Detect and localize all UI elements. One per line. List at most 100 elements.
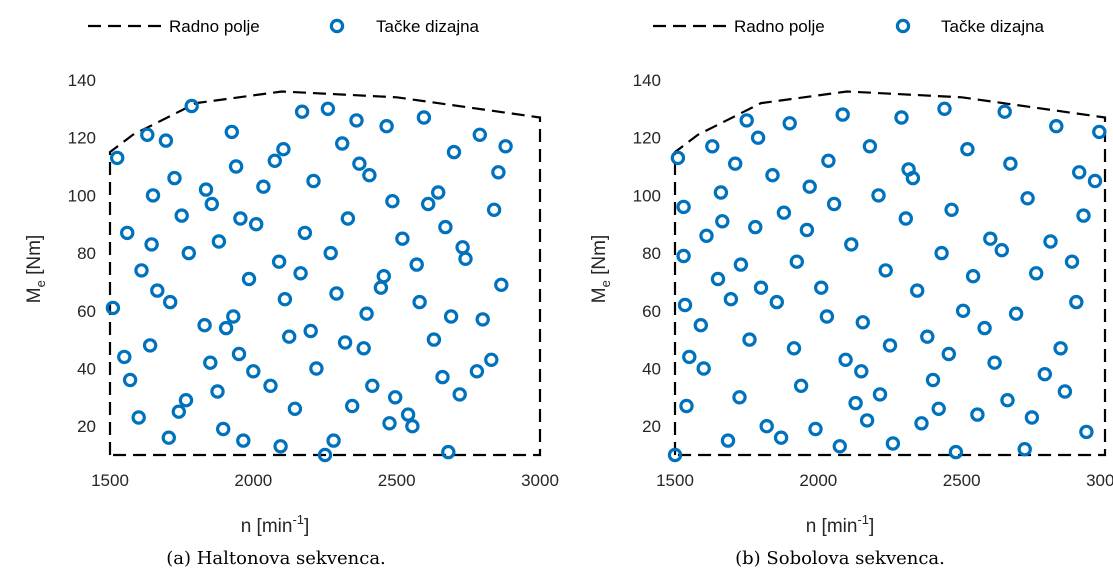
design-point <box>144 237 159 252</box>
design-point <box>720 433 736 448</box>
design-point <box>326 433 341 448</box>
design-point <box>329 286 344 301</box>
design-point <box>323 245 338 261</box>
design-point <box>914 416 929 431</box>
design-point <box>898 211 914 226</box>
design-point <box>320 101 336 117</box>
y-tick-label: 120 <box>68 129 96 148</box>
design-point <box>814 280 829 295</box>
design-point <box>1069 294 1084 310</box>
design-point <box>742 332 757 347</box>
design-point <box>409 257 424 272</box>
design-point <box>1043 234 1058 249</box>
design-point <box>131 410 146 425</box>
design-point <box>983 231 998 246</box>
design-point <box>859 413 875 428</box>
design-point <box>256 179 271 194</box>
design-point <box>158 133 174 148</box>
design-point <box>215 421 231 437</box>
design-point <box>948 444 964 460</box>
chart-panel-a: 20 40 60 80 100 120 140 1500 2000 2500 3000 Me [N… <box>24 71 559 569</box>
design-point <box>122 372 138 388</box>
design-point <box>732 390 747 405</box>
design-point <box>228 159 244 174</box>
design-point <box>400 407 416 422</box>
design-point <box>789 254 805 269</box>
design-point <box>204 196 219 212</box>
design-point <box>1037 367 1053 382</box>
design-point <box>167 170 182 186</box>
design-point <box>452 387 467 402</box>
y-tick-label: 140 <box>633 71 661 90</box>
design-point <box>1087 173 1103 189</box>
design-point <box>365 378 380 393</box>
design-point <box>277 292 293 307</box>
design-point <box>224 124 239 140</box>
design-point <box>412 294 427 310</box>
design-point <box>782 116 797 131</box>
design-point <box>356 341 371 356</box>
working-field-boundary <box>673 90 1107 457</box>
design-point <box>676 199 691 215</box>
y-axis-label: Me [Nm] <box>589 235 613 303</box>
design-point <box>682 349 697 365</box>
design-point <box>395 231 410 246</box>
design-point <box>905 170 921 186</box>
design-point <box>484 352 499 367</box>
x-tick-label: 1500 <box>91 471 129 490</box>
design-point <box>848 395 863 411</box>
design-point <box>821 153 836 168</box>
design-point <box>335 136 350 151</box>
design-point <box>750 130 766 145</box>
design-point <box>871 188 886 203</box>
x-tick-labels: 1500 2000 2500 3000 <box>656 471 1113 490</box>
design-point <box>670 150 686 166</box>
design-point <box>303 323 318 339</box>
design-point <box>872 387 888 402</box>
design-point <box>352 156 367 171</box>
x-tick-label: 2500 <box>378 471 416 490</box>
design-point <box>385 193 400 209</box>
design-point <box>728 156 743 171</box>
design-point <box>1079 424 1094 440</box>
design-point <box>134 263 149 278</box>
design-point <box>309 361 324 376</box>
design-point <box>1092 124 1107 140</box>
design-point <box>282 329 297 344</box>
design-point <box>715 214 730 229</box>
design-point <box>105 300 121 316</box>
caption: (b) Sobolova sekvenca. <box>735 548 945 569</box>
design-point <box>276 141 291 157</box>
design-point <box>469 364 485 379</box>
design-point <box>475 312 490 327</box>
design-point <box>181 245 196 261</box>
design-point <box>759 419 774 434</box>
design-point <box>1024 410 1040 425</box>
design-point <box>773 430 789 445</box>
design-point <box>337 335 353 350</box>
design-point <box>498 139 513 154</box>
y-tick-label: 100 <box>68 186 96 205</box>
design-point <box>441 444 456 460</box>
design-point <box>1049 118 1064 134</box>
x-tick-labels: 1500 2000 2500 3000 <box>91 471 559 490</box>
design-point <box>359 306 374 321</box>
design-point <box>1020 191 1035 206</box>
x-tick-label: 3000 <box>1086 471 1113 490</box>
design-point <box>455 240 470 255</box>
design-point <box>241 271 257 287</box>
design-point <box>1008 306 1024 321</box>
design-point <box>226 309 241 324</box>
design-point <box>431 185 446 200</box>
design-point <box>802 179 817 194</box>
y-axis-label: Me [Nm] <box>24 235 48 303</box>
design-point <box>667 447 683 463</box>
design-point <box>994 242 1010 258</box>
x-tick-label: 1500 <box>656 471 694 490</box>
design-point <box>317 447 333 463</box>
design-point <box>937 101 952 117</box>
design-point <box>218 320 234 336</box>
design-point <box>231 346 247 362</box>
design-point <box>1017 442 1032 457</box>
y-tick-label: 80 <box>77 244 96 263</box>
